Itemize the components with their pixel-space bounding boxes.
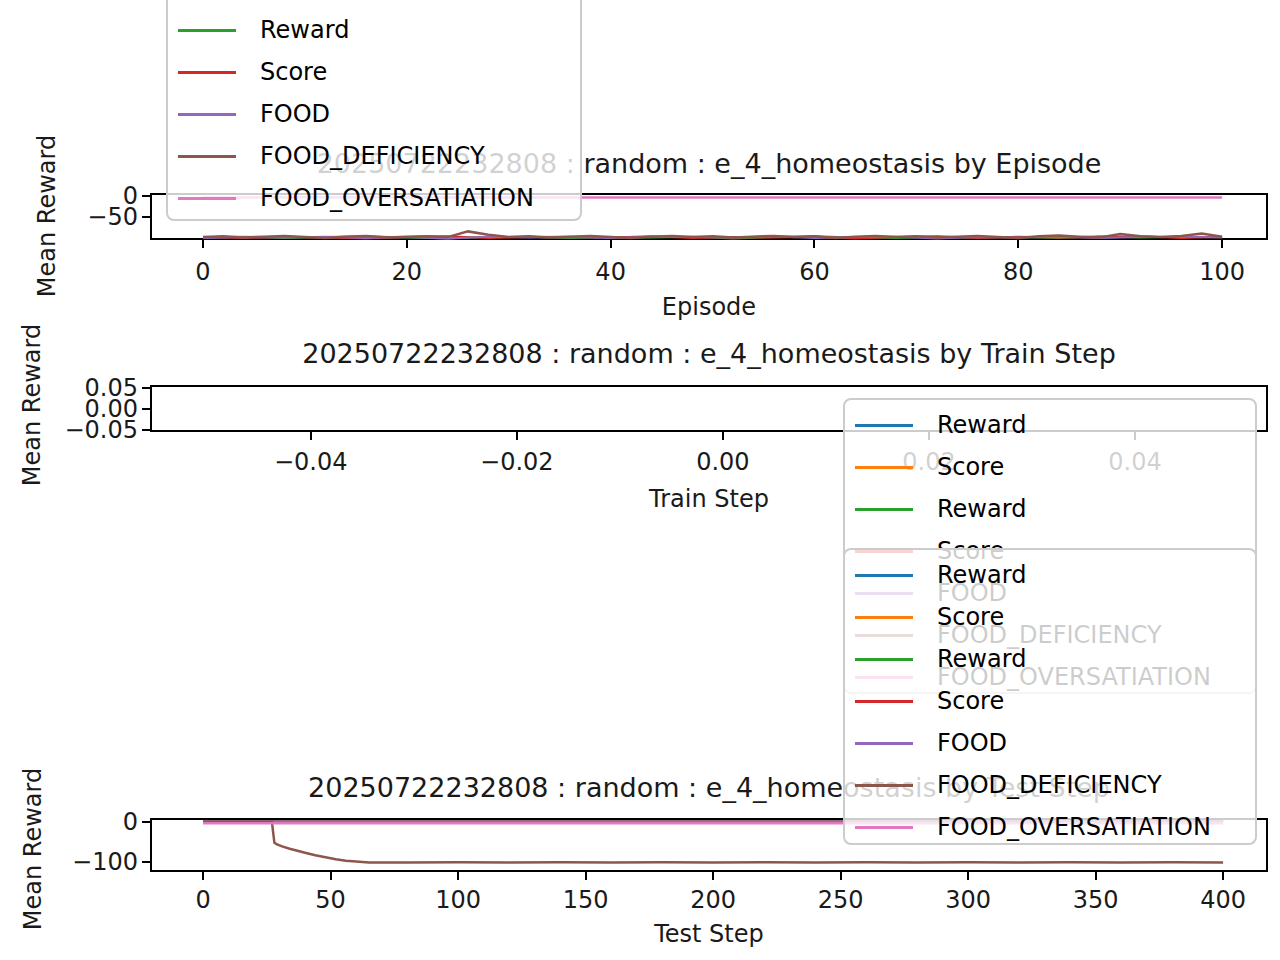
x-tick-mark	[813, 240, 815, 248]
legend-item: Score	[855, 680, 1255, 722]
x-tick-mark	[202, 872, 204, 880]
x-tick-mark	[840, 872, 842, 880]
legend-line-swatch	[855, 574, 913, 577]
legend-item: Reward	[178, 9, 580, 51]
x-tick-mark	[967, 872, 969, 880]
x-tick-mark	[406, 240, 408, 248]
legend-item-label: FOOD_DEFICIENCY	[937, 771, 1162, 799]
legend-item-label: Score	[937, 603, 1004, 631]
legend-item: Reward	[855, 638, 1255, 680]
legend-item: FOOD_OVERSATIATION	[855, 806, 1255, 848]
legend-item: Score	[178, 51, 580, 93]
x-tick-mark	[712, 872, 714, 880]
x-tick-label: 100	[398, 886, 518, 914]
y-tick-mark	[142, 861, 150, 863]
legend-item: Score	[855, 596, 1255, 638]
legend-line-swatch	[855, 466, 913, 469]
figure: 20250722232808 : random : e_4_homeostasi…	[0, 0, 1280, 960]
x-tick-label: 20	[347, 258, 467, 286]
y-tick-mark	[142, 387, 150, 389]
legend-item-label: Reward	[937, 495, 1026, 523]
legend-item: Reward	[855, 488, 1255, 530]
x-tick-label: 100	[1162, 258, 1280, 286]
legend-item: FOOD_DEFICIENCY	[855, 764, 1255, 806]
legend-item-label: FOOD	[260, 100, 330, 128]
x-tick-label: 200	[653, 886, 773, 914]
legend-item: FOOD	[178, 93, 580, 135]
legend-item: Reward	[855, 554, 1255, 596]
y-tick-mark	[142, 408, 150, 410]
legend-item-label: FOOD	[937, 729, 1007, 757]
legend-item-label: FOOD_OVERSATIATION	[260, 184, 534, 212]
x-tick-label: 0.00	[663, 448, 783, 476]
chart-episode-x-axis-label: Episode	[149, 293, 1269, 321]
x-tick-label: 40	[551, 258, 671, 286]
legend-item: Reward	[855, 404, 1255, 446]
x-tick-label: 150	[526, 886, 646, 914]
legend-item-label: Reward	[937, 411, 1026, 439]
legend-line-swatch	[178, 113, 236, 116]
x-tick-mark	[722, 432, 724, 440]
x-tick-label: −0.04	[251, 448, 371, 476]
series-line-food_deficiency	[203, 231, 1222, 238]
x-tick-mark	[1221, 240, 1223, 248]
legend-line-swatch	[178, 197, 236, 200]
y-tick-label: −100	[28, 848, 138, 876]
legend-item-label: Reward	[937, 645, 1026, 673]
x-tick-label: 80	[958, 258, 1078, 286]
x-tick-mark	[310, 432, 312, 440]
x-tick-mark	[202, 240, 204, 248]
legend-item-label: Reward	[260, 16, 349, 44]
x-tick-label: 400	[1163, 886, 1280, 914]
y-tick-label: −0.05	[28, 416, 138, 444]
legend-line-swatch	[855, 784, 913, 787]
y-tick-label: 0	[28, 808, 138, 836]
y-tick-mark	[142, 216, 150, 218]
x-tick-mark	[457, 872, 459, 880]
legend-line-swatch	[178, 71, 236, 74]
y-tick-label: −50	[28, 203, 138, 231]
x-tick-label: 350	[1036, 886, 1156, 914]
legend-item-label: Reward	[937, 561, 1026, 589]
x-tick-mark	[610, 240, 612, 248]
x-tick-mark	[1017, 240, 1019, 248]
legend-item: FOOD_DEFICIENCY	[178, 135, 580, 177]
x-tick-label: 60	[754, 258, 874, 286]
legend-item-label: Score	[260, 58, 327, 86]
legend-item-label: Score	[937, 453, 1004, 481]
x-tick-label: 50	[271, 886, 391, 914]
x-tick-mark	[1222, 872, 1224, 880]
legend-teststep: Reward Score Reward Score FOOD FOOD_DEFICIENC…	[843, 548, 1257, 845]
x-tick-mark	[516, 432, 518, 440]
legend-line-swatch	[855, 658, 913, 661]
y-tick-mark	[142, 195, 150, 197]
legend-item-label: FOOD_DEFICIENCY	[260, 142, 485, 170]
legend-episode: Reward Score FOOD FOOD_DEFICIENCY FOOD_OVERS…	[166, 0, 582, 221]
legend-item: FOOD	[855, 722, 1255, 764]
legend-line-swatch	[178, 155, 236, 158]
x-tick-mark	[585, 872, 587, 880]
legend-item: Score	[855, 446, 1255, 488]
legend-line-swatch	[178, 29, 236, 32]
x-tick-label: 0	[143, 886, 263, 914]
chart-teststep-x-axis-label: Test Step	[149, 920, 1269, 948]
legend-line-swatch	[855, 700, 913, 703]
legend-line-swatch	[855, 508, 913, 511]
chart-trainstep-title: 20250722232808 : random : e_4_homeostasi…	[149, 338, 1269, 369]
x-tick-label: 0	[143, 258, 263, 286]
legend-line-swatch	[855, 424, 913, 427]
y-tick-mark	[142, 821, 150, 823]
legend-item-label: FOOD_OVERSATIATION	[937, 813, 1211, 841]
legend-item: FOOD_OVERSATIATION	[178, 177, 580, 219]
x-tick-label: 250	[781, 886, 901, 914]
legend-line-swatch	[855, 616, 913, 619]
x-tick-label: 300	[908, 886, 1028, 914]
legend-line-swatch	[855, 742, 913, 745]
y-tick-mark	[142, 429, 150, 431]
legend-line-swatch	[855, 826, 913, 829]
x-tick-mark	[330, 872, 332, 880]
x-tick-label: −0.02	[457, 448, 577, 476]
legend-item-label: Score	[937, 687, 1004, 715]
x-tick-mark	[1095, 872, 1097, 880]
